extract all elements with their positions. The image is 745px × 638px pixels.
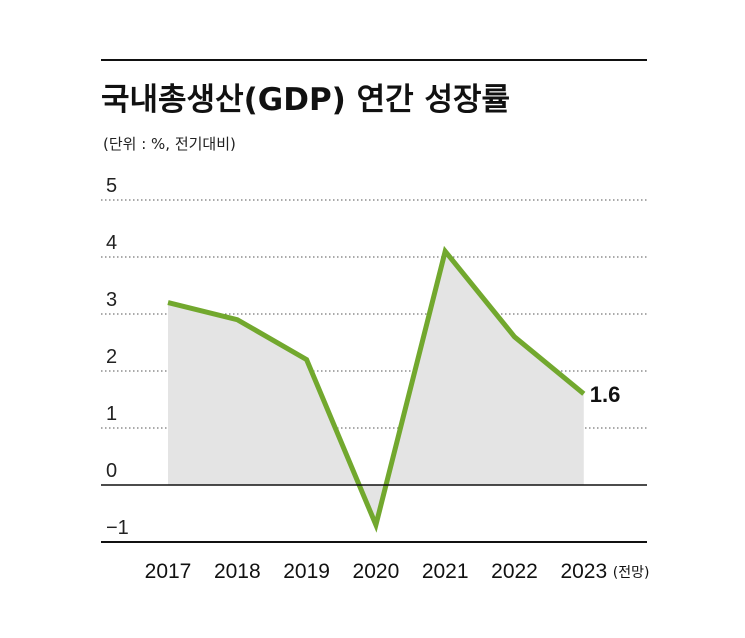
x-tick-label: 2017: [145, 560, 192, 583]
forecast-note: (전망): [613, 565, 650, 581]
gridlines: [101, 199, 647, 429]
x-axis-ticks: 2017 2018 2019 2020 2021 2022 2023 (전망): [145, 560, 650, 583]
y-tick-label: 0: [106, 460, 117, 482]
series-line: [167, 245, 586, 533]
data-label-2023: 1.6: [590, 382, 621, 407]
y-tick-label: 5: [106, 175, 117, 197]
area-fill: [168, 251, 584, 525]
y-axis-ticks: 5 4 3 2 1 0 −1: [106, 175, 129, 539]
x-tick-label: 2019: [283, 560, 330, 583]
x-tick-label: 2023: [560, 560, 607, 583]
x-tick-label: 2021: [422, 560, 469, 583]
x-tick-label: 2022: [491, 560, 538, 583]
x-tick-label: 2020: [353, 560, 400, 583]
chart-subtitle: (단위 : %, 전기대비): [103, 135, 236, 153]
y-tick-label: 4: [106, 232, 117, 254]
x-tick-label: 2018: [214, 560, 261, 583]
y-tick-label: 1: [106, 403, 117, 425]
y-tick-label: 2: [106, 346, 117, 368]
y-tick-label: −1: [106, 517, 129, 539]
chart-title: 국내총생산(GDP) 연간 성장률: [101, 82, 510, 118]
y-tick-label: 3: [106, 289, 117, 311]
